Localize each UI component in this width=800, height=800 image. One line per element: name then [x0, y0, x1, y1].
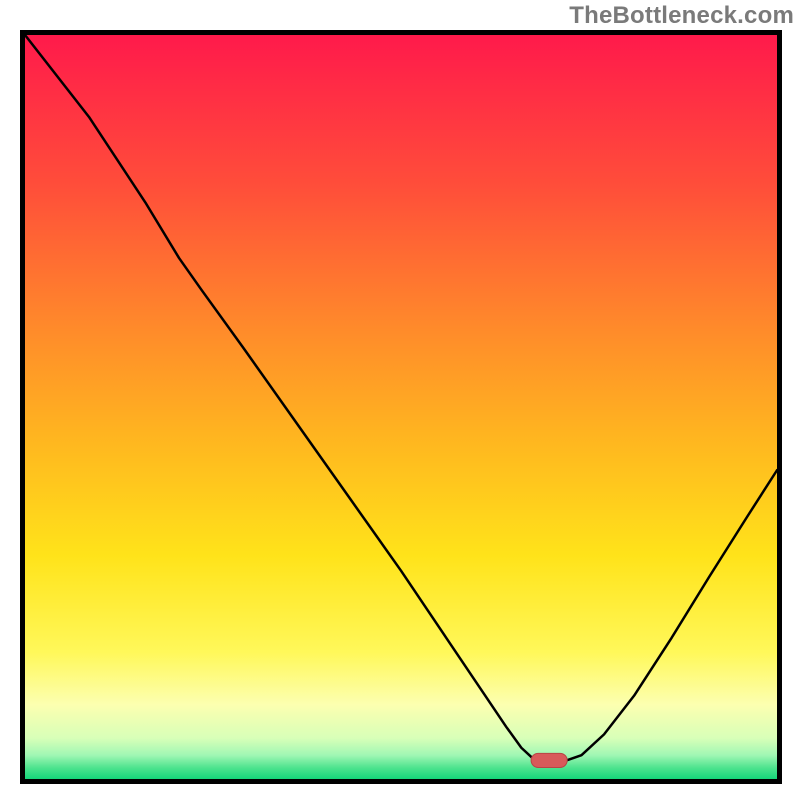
optimal-marker [531, 753, 567, 767]
watermark-text: TheBottleneck.com [569, 2, 794, 30]
plot-area [25, 35, 777, 779]
plot-border-right [777, 30, 782, 784]
gradient-background [25, 35, 777, 779]
plot-border-bottom [20, 779, 782, 784]
chart-container: TheBottleneck.com [0, 0, 800, 800]
